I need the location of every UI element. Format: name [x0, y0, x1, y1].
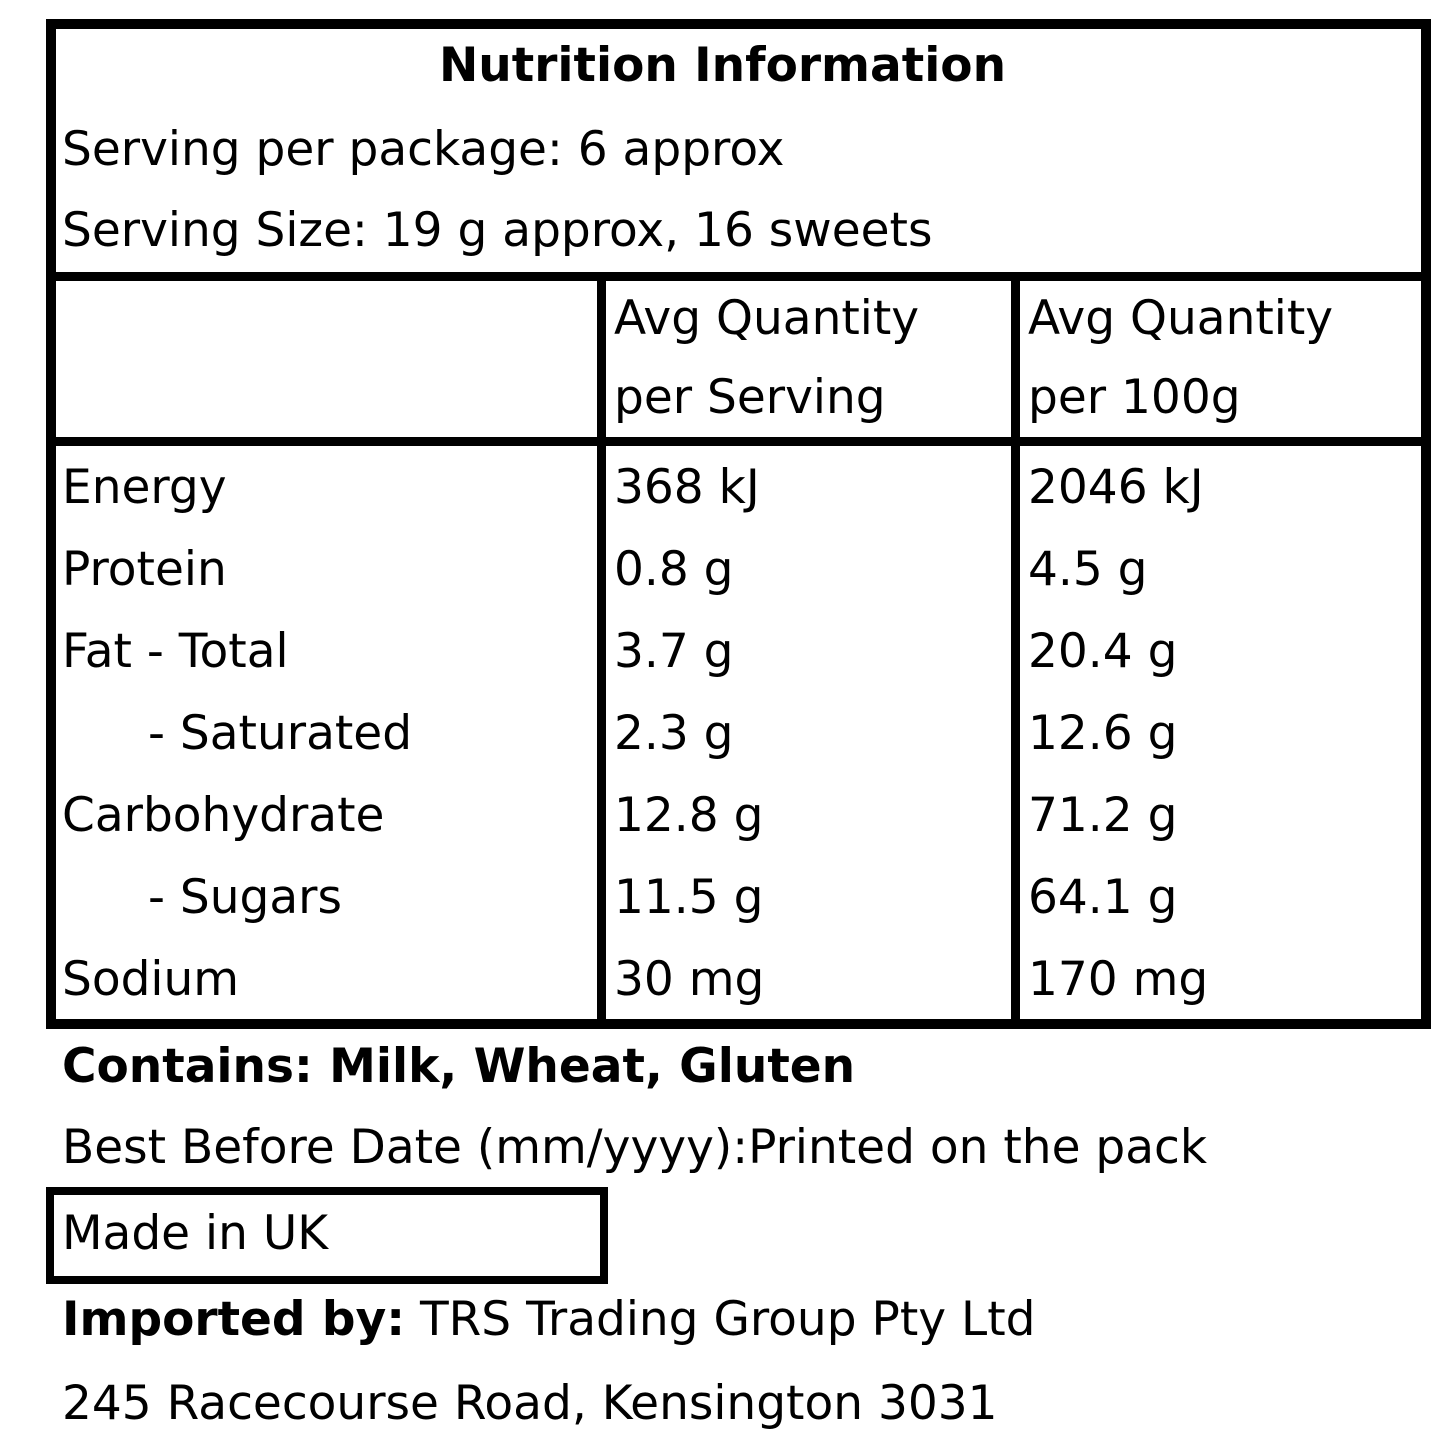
row-value-serving: 0.8 g [614, 542, 734, 597]
nutrition-panel [46, 19, 1431, 1029]
row-value-100g: 20.4 g [1028, 624, 1178, 679]
row-value-serving: 30 mg [614, 952, 765, 1007]
row-value-serving: 3.7 g [614, 624, 734, 679]
row-value-100g: 4.5 g [1028, 542, 1148, 597]
row-value-serving: 11.5 g [614, 870, 764, 925]
made-in-box [46, 1187, 608, 1284]
importer-label: Imported by: [62, 1292, 405, 1347]
row-value-serving: 368 kJ [614, 460, 760, 515]
col-header-100g-line1: Avg Quantity [1028, 291, 1334, 346]
column-divider-1 [597, 281, 606, 1019]
row-label: Protein [62, 542, 227, 597]
row-label: Energy [62, 460, 227, 515]
row-value-100g: 64.1 g [1028, 870, 1178, 925]
row-label: Carbohydrate [62, 788, 385, 843]
row-value-100g: 170 mg [1028, 952, 1209, 1007]
row-value-serving: 12.8 g [614, 788, 764, 843]
divider-column-headers [56, 437, 1421, 446]
importer-line: Imported by: TRS Trading Group Pty Ltd [62, 1296, 1035, 1343]
serving-per-package: Serving per package: 6 approx [62, 122, 785, 177]
row-value-100g: 12.6 g [1028, 706, 1178, 761]
importer-name: TRS Trading Group Pty Ltd [405, 1292, 1036, 1347]
panel-title: Nutrition Information [438, 38, 1007, 93]
column-divider-2 [1011, 281, 1020, 1019]
col-header-100g-line2: per 100g [1028, 370, 1241, 425]
row-label: Fat - Total [62, 624, 289, 679]
col-header-serving-line2: per Serving [614, 370, 886, 425]
row-value-serving: 2.3 g [614, 706, 734, 761]
row-label: - Saturated [148, 706, 413, 761]
col-header-serving-line1: Avg Quantity [614, 291, 920, 346]
importer-address: 245 Racecourse Road, Kensington 3031 [62, 1376, 998, 1431]
serving-size: Serving Size: 19 g approx, 16 sweets [62, 203, 933, 258]
best-before-text: Best Before Date (mm/yyyy):Printed on th… [62, 1120, 1208, 1175]
row-label: Sodium [62, 952, 240, 1007]
row-label: - Sugars [148, 870, 342, 925]
divider-header [56, 272, 1421, 281]
allergen-statement: Contains: Milk, Wheat, Gluten [62, 1039, 856, 1094]
made-in-text: Made in UK [62, 1206, 329, 1261]
row-value-100g: 71.2 g [1028, 788, 1178, 843]
row-value-100g: 2046 kJ [1028, 460, 1204, 515]
